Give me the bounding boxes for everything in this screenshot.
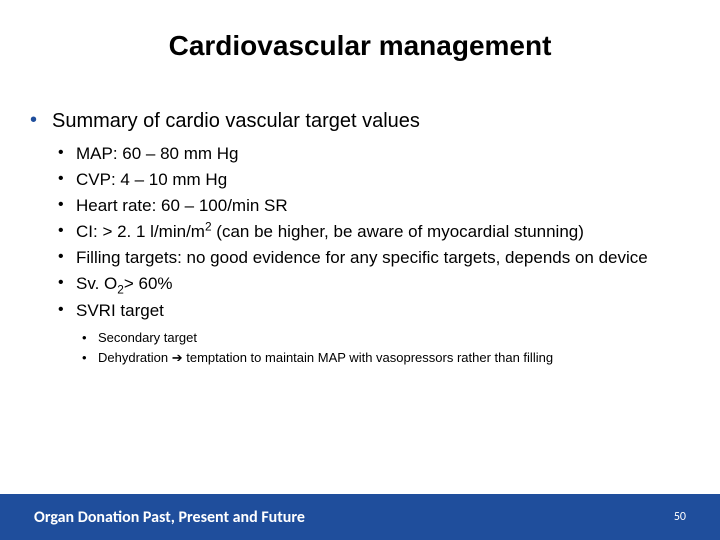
- bullet-text: (can be higher, be aware of myocardial s…: [212, 222, 584, 241]
- list-item: SVRI target Secondary target Dehydration…: [52, 300, 694, 367]
- bullet-text: CVP: 4 – 10 mm Hg: [76, 170, 227, 189]
- list-item: MAP: 60 – 80 mm Hg: [52, 143, 694, 165]
- list-item: CI: > 2. 1 l/min/m2 (can be higher, be a…: [52, 221, 694, 243]
- bullet-text: Heart rate: 60 – 100/min SR: [76, 196, 288, 215]
- page-number: 50: [674, 510, 686, 524]
- bullet-text: Filling targets: no good evidence for an…: [76, 248, 648, 267]
- subscript: 2: [117, 283, 124, 297]
- bullet-text: > 60%: [124, 274, 173, 293]
- bullet-list-level3: Secondary target Dehydration ➔ temptatio…: [76, 330, 694, 367]
- slide: Cardiovascular management Summary of car…: [0, 0, 720, 540]
- list-item: Filling targets: no good evidence for an…: [52, 247, 694, 269]
- bullet-text: CI: > 2. 1 l/min/m: [76, 222, 205, 241]
- bullet-text: MAP: 60 – 80 mm Hg: [76, 144, 239, 163]
- arrow-icon: ➔: [172, 350, 183, 365]
- bullet-text: Secondary target: [98, 330, 197, 345]
- superscript: 2: [205, 220, 212, 234]
- list-item: Secondary target: [76, 330, 694, 347]
- slide-title: Cardiovascular management: [0, 30, 720, 62]
- list-item: Sv. O2> 60%: [52, 273, 694, 295]
- bullet-text: Sv. O: [76, 274, 117, 293]
- footer-title: Organ Donation Past, Present and Future: [34, 508, 305, 527]
- list-item: Dehydration ➔ temptation to maintain MAP…: [76, 350, 694, 367]
- bullet-text: SVRI target: [76, 301, 164, 320]
- footer-bar: Organ Donation Past, Present and Future …: [0, 494, 720, 540]
- bullet-list-level2: MAP: 60 – 80 mm Hg CVP: 4 – 10 mm Hg Hea…: [52, 143, 694, 366]
- slide-body: Summary of cardio vascular target values…: [26, 110, 694, 372]
- level1-text: Summary of cardio vascular target values: [52, 110, 420, 132]
- list-item: Summary of cardio vascular target values…: [26, 110, 694, 366]
- bullet-text: temptation to maintain MAP with vasopres…: [183, 350, 553, 365]
- list-item: Heart rate: 60 – 100/min SR: [52, 195, 694, 217]
- bullet-list-level1: Summary of cardio vascular target values…: [26, 110, 694, 366]
- list-item: CVP: 4 – 10 mm Hg: [52, 169, 694, 191]
- bullet-text: Dehydration: [98, 350, 172, 365]
